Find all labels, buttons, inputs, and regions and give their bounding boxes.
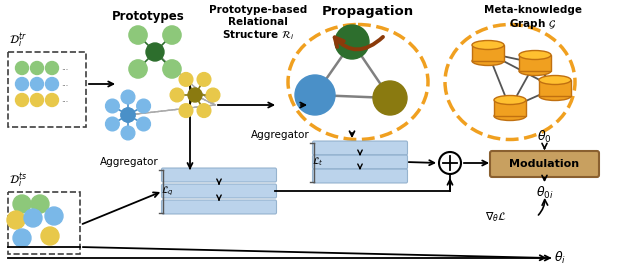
Circle shape [15, 93, 29, 107]
Ellipse shape [539, 92, 571, 101]
FancyBboxPatch shape [161, 200, 276, 214]
Circle shape [295, 75, 335, 115]
Circle shape [13, 195, 31, 213]
Circle shape [45, 78, 58, 91]
FancyBboxPatch shape [472, 45, 504, 61]
Text: $\theta_0$: $\theta_0$ [537, 129, 552, 145]
Text: Aggregator: Aggregator [100, 157, 159, 167]
Circle shape [163, 26, 181, 44]
Circle shape [373, 81, 407, 115]
Circle shape [31, 78, 44, 91]
FancyBboxPatch shape [161, 184, 276, 198]
Circle shape [13, 229, 31, 247]
Circle shape [41, 227, 59, 245]
Circle shape [439, 152, 461, 174]
FancyArrowPatch shape [335, 37, 383, 49]
FancyBboxPatch shape [312, 155, 408, 169]
Ellipse shape [519, 50, 551, 60]
Text: $\mathcal{D}_i^{tr}$: $\mathcal{D}_i^{tr}$ [9, 31, 27, 50]
Ellipse shape [472, 56, 504, 66]
Circle shape [121, 126, 135, 140]
Text: $\mathcal{L}_q$: $\mathcal{L}_q$ [161, 184, 174, 198]
Circle shape [7, 211, 25, 229]
Text: Prototypes: Prototypes [111, 10, 184, 23]
FancyBboxPatch shape [161, 168, 276, 182]
Circle shape [45, 62, 58, 75]
Text: ...: ... [61, 95, 68, 105]
Circle shape [137, 117, 150, 131]
Circle shape [45, 207, 63, 225]
Circle shape [170, 88, 184, 102]
Text: Aggregator: Aggregator [252, 130, 310, 140]
FancyBboxPatch shape [494, 100, 526, 116]
FancyBboxPatch shape [539, 80, 571, 96]
Circle shape [137, 99, 150, 113]
Circle shape [163, 60, 181, 78]
Text: $\theta_{0i}$: $\theta_{0i}$ [536, 185, 554, 201]
Text: Propagation: Propagation [322, 5, 414, 18]
Circle shape [121, 108, 135, 122]
Circle shape [188, 88, 202, 102]
Text: $\mathcal{L}_t$: $\mathcal{L}_t$ [312, 156, 324, 168]
Circle shape [129, 26, 147, 44]
Text: Modulation: Modulation [509, 159, 580, 169]
Circle shape [335, 25, 369, 59]
Circle shape [197, 73, 211, 86]
Circle shape [45, 93, 58, 107]
Circle shape [121, 108, 135, 122]
Circle shape [197, 104, 211, 117]
Circle shape [106, 117, 119, 131]
Text: ...: ... [61, 79, 68, 89]
Circle shape [179, 104, 193, 117]
Text: Prototype-based
Relational
Structure $\mathcal{R}_i$: Prototype-based Relational Structure $\m… [209, 5, 307, 42]
Text: $\mathcal{D}_i^{ts}$: $\mathcal{D}_i^{ts}$ [9, 171, 27, 190]
FancyBboxPatch shape [312, 141, 408, 155]
Circle shape [24, 209, 42, 227]
FancyArrowPatch shape [538, 200, 548, 215]
Circle shape [206, 88, 220, 102]
Circle shape [31, 62, 44, 75]
Circle shape [15, 62, 29, 75]
FancyBboxPatch shape [490, 151, 599, 177]
Text: Meta-knowledge
Graph $\mathcal{G}$: Meta-knowledge Graph $\mathcal{G}$ [484, 5, 582, 31]
Ellipse shape [494, 111, 526, 121]
Ellipse shape [494, 95, 526, 105]
Circle shape [31, 195, 49, 213]
FancyBboxPatch shape [519, 55, 551, 71]
Circle shape [15, 78, 29, 91]
Text: $\nabla_{\theta}\mathcal{L}$: $\nabla_{\theta}\mathcal{L}$ [484, 210, 506, 224]
Circle shape [31, 93, 44, 107]
Circle shape [121, 90, 135, 104]
Circle shape [129, 60, 147, 78]
Circle shape [179, 73, 193, 86]
FancyBboxPatch shape [312, 169, 408, 183]
Ellipse shape [519, 66, 551, 76]
Ellipse shape [472, 40, 504, 50]
Circle shape [106, 99, 119, 113]
Text: ...: ... [61, 63, 68, 73]
Text: $\theta_i$: $\theta_i$ [554, 250, 566, 266]
Ellipse shape [539, 76, 571, 85]
Circle shape [146, 43, 164, 61]
